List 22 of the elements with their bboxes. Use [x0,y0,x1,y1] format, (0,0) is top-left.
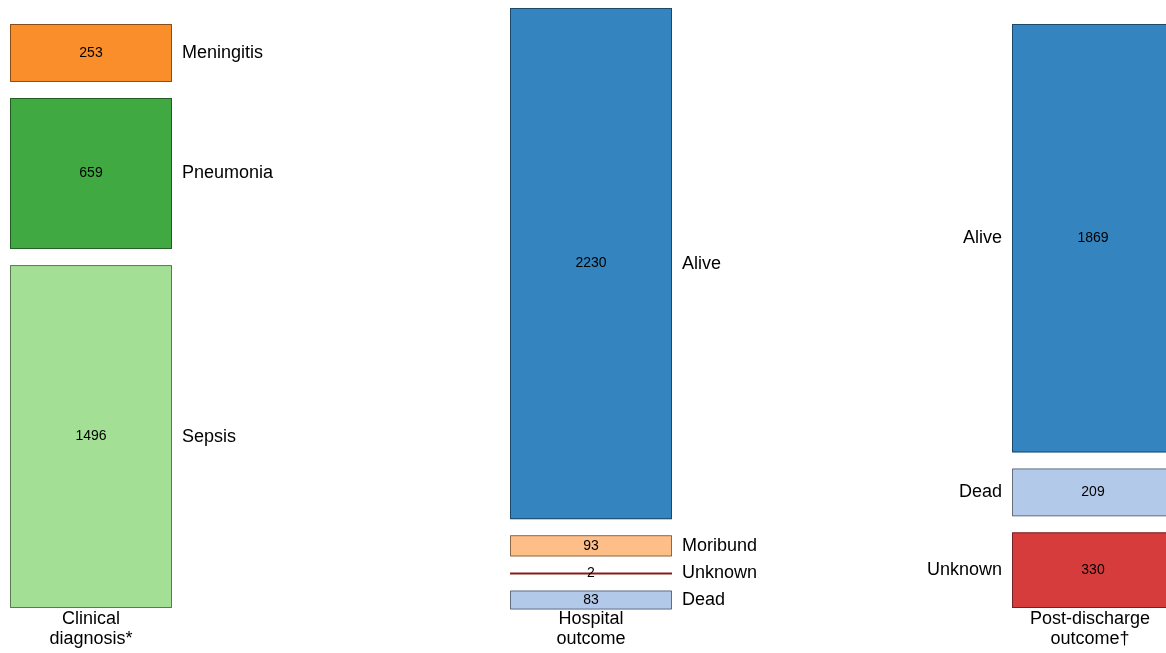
data-label: 83 [583,590,599,607]
category-label: Meningitis [182,41,264,62]
data-label: 1869 [1077,229,1109,246]
data-label: 2230 [575,254,607,271]
data-label: 1496 [75,427,107,444]
category-label: Unknown [682,562,758,583]
category-label: Alive [962,227,1002,248]
category-label: Sepsis [182,425,237,446]
data-label: 330 [1081,561,1105,578]
series-label: Clinical diagnosis* [49,607,133,648]
category-label: Moribund [682,534,758,555]
category-label: Alive [682,252,722,273]
category-label: Dead [682,589,726,609]
data-label: 93 [583,536,599,553]
data-label: 253 [79,43,103,60]
category-label: Dead [958,481,1002,502]
data-label: 659 [79,164,103,181]
category-label: Pneumonia [182,162,275,183]
category-label: Unknown [926,559,1002,580]
series-label: Post-discharge outcome† [1029,607,1151,648]
data-label: 209 [1081,483,1105,500]
series-label: Hospital outcome [556,607,626,648]
